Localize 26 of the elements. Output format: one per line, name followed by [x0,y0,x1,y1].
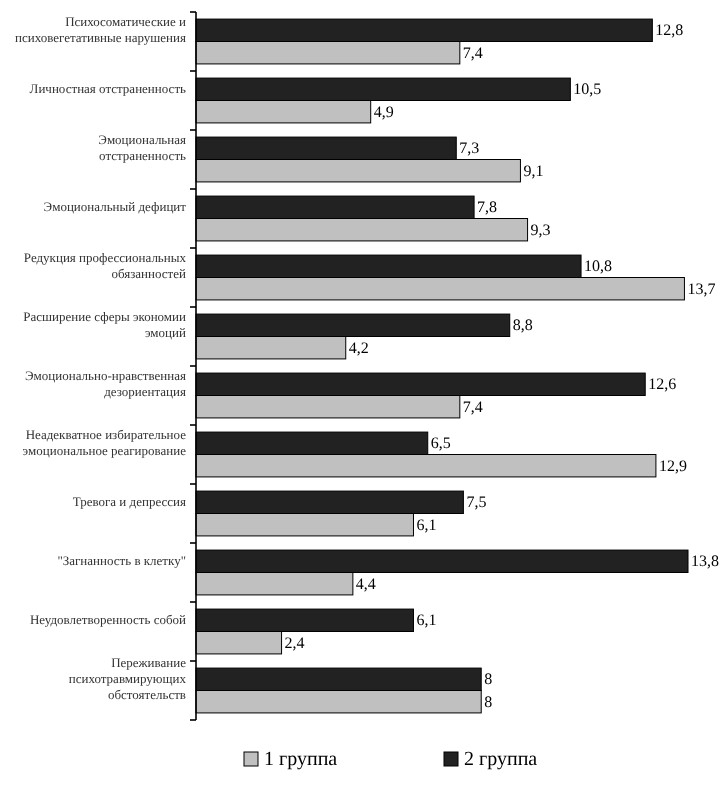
data-label: 8 [484,670,493,689]
data-label: 2,4 [284,633,305,652]
legend-label: 2 группа [464,749,539,771]
data-label: 9,1 [523,161,544,180]
data-label: 4,4 [355,574,376,593]
data-label: 12,6 [648,375,677,394]
data-label: 9,3 [530,220,551,239]
data-label: 4,9 [373,102,394,121]
data-label: 8,8 [512,316,533,335]
data-label: 10,8 [584,257,613,276]
data-label: 7,3 [459,139,480,158]
data-label: 10,5 [573,80,602,99]
data-label: 12,8 [655,21,684,40]
data-label: 7,8 [477,198,498,217]
data-label: 6,1 [416,611,437,630]
data-label: 7,4 [462,397,483,416]
data-label: 12,9 [658,456,687,475]
data-label: 7,4 [462,43,483,62]
data-label: 13,8 [691,552,719,571]
data-label: 4,2 [348,338,369,357]
data-label: 7,5 [466,493,487,512]
data-label: 6,5 [430,434,451,453]
data-label: 13,7 [687,279,716,298]
data-label: 8 [484,692,493,711]
legend-label: 1 группа [264,749,339,771]
data-label: 6,1 [416,515,437,534]
